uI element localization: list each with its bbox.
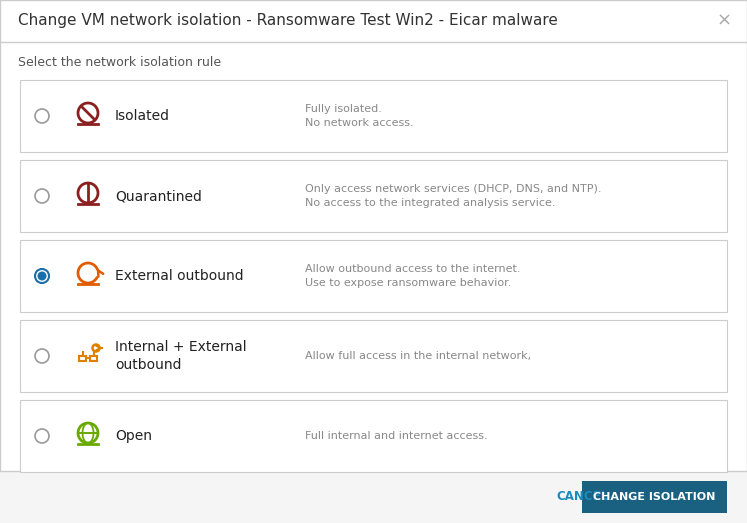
Text: CHANGE ISOLATION: CHANGE ISOLATION (593, 492, 716, 502)
Text: Full internal and internet access.: Full internal and internet access. (305, 431, 488, 441)
Text: External outbound: External outbound (115, 269, 244, 283)
FancyBboxPatch shape (20, 400, 727, 472)
Text: Isolated: Isolated (115, 109, 170, 123)
Text: Only access network services (DHCP, DNS, and NTP).: Only access network services (DHCP, DNS,… (305, 184, 601, 194)
Text: ×: × (717, 12, 732, 30)
Circle shape (37, 271, 46, 280)
Text: Change VM network isolation - Ransomware Test Win2 - Eicar malware: Change VM network isolation - Ransomware… (18, 14, 558, 28)
FancyBboxPatch shape (20, 320, 727, 392)
Text: No access to the integrated analysis service.: No access to the integrated analysis ser… (305, 198, 556, 208)
Text: Allow outbound access to the internet.: Allow outbound access to the internet. (305, 264, 521, 274)
Text: Use to expose ransomware behavior.: Use to expose ransomware behavior. (305, 278, 512, 288)
FancyBboxPatch shape (20, 80, 727, 152)
FancyBboxPatch shape (582, 481, 727, 513)
Text: Open: Open (115, 429, 152, 443)
Text: Internal + External: Internal + External (115, 340, 247, 354)
FancyBboxPatch shape (20, 240, 727, 312)
Text: Quarantined: Quarantined (115, 189, 202, 203)
Text: Fully isolated.: Fully isolated. (305, 104, 382, 114)
FancyBboxPatch shape (0, 471, 747, 523)
Text: Select the network isolation rule: Select the network isolation rule (18, 55, 221, 69)
FancyBboxPatch shape (20, 160, 727, 232)
Text: outbound: outbound (115, 358, 182, 372)
Text: CANCEL: CANCEL (556, 491, 608, 504)
Text: Allow full access in the internal network,: Allow full access in the internal networ… (305, 351, 531, 361)
Text: No network access.: No network access. (305, 118, 414, 128)
